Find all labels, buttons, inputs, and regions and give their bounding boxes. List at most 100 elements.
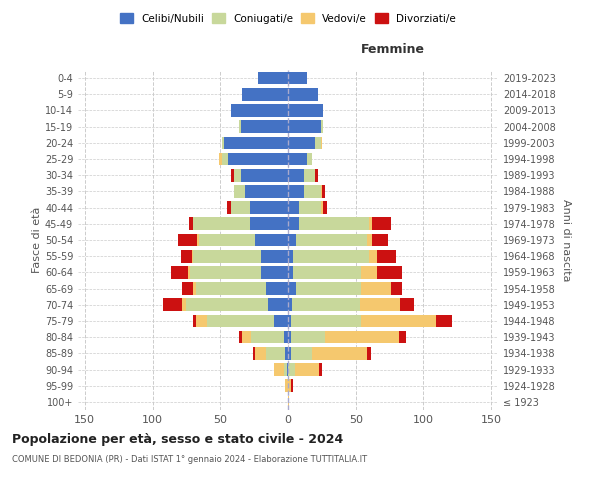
Bar [367, 234, 372, 246]
Bar [288, 266, 293, 278]
Bar [242, 331, 251, 344]
Bar [239, 331, 242, 344]
Text: COMUNE DI BEDONIA (PR) - Dati ISTAT 1° gennaio 2024 - Elaborazione TUTTITALIA.IT: COMUNE DI BEDONIA (PR) - Dati ISTAT 1° g… [12, 455, 367, 464]
Bar [234, 185, 245, 198]
Bar [377, 250, 397, 262]
Bar [288, 72, 307, 85]
Bar [313, 347, 367, 360]
Bar [287, 363, 288, 376]
Bar [322, 185, 325, 198]
Bar [288, 152, 307, 166]
Bar [258, 72, 288, 85]
Bar [266, 282, 288, 295]
Bar [178, 234, 197, 246]
Bar [400, 298, 414, 311]
Bar [291, 380, 293, 392]
Bar [293, 250, 369, 262]
Bar [299, 218, 369, 230]
Bar [188, 266, 190, 278]
Bar [288, 282, 296, 295]
Bar [304, 185, 320, 198]
Bar [304, 169, 315, 181]
Bar [293, 266, 361, 278]
Legend: Celibi/Nubili, Coniugati/e, Vedovi/e, Divorziati/e: Celibi/Nubili, Coniugati/e, Vedovi/e, Di… [117, 10, 459, 26]
Y-axis label: Fasce di età: Fasce di età [32, 207, 42, 273]
Bar [231, 104, 288, 117]
Bar [274, 314, 288, 328]
Bar [288, 331, 291, 344]
Bar [253, 347, 256, 360]
Bar [221, 136, 224, 149]
Bar [187, 298, 268, 311]
Bar [288, 234, 296, 246]
Bar [320, 136, 322, 149]
Bar [285, 347, 288, 360]
Bar [399, 331, 406, 344]
Bar [361, 266, 377, 278]
Bar [219, 152, 221, 166]
Bar [292, 298, 360, 311]
Bar [163, 298, 182, 311]
Bar [266, 347, 285, 360]
Bar [288, 104, 323, 117]
Bar [182, 298, 187, 311]
Bar [268, 298, 288, 311]
Bar [172, 266, 188, 278]
Bar [325, 331, 399, 344]
Bar [181, 250, 192, 262]
Bar [320, 120, 323, 133]
Bar [193, 314, 196, 328]
Bar [296, 282, 361, 295]
Bar [207, 314, 274, 328]
Bar [369, 218, 372, 230]
Bar [288, 250, 293, 262]
Bar [372, 218, 391, 230]
Bar [360, 298, 400, 311]
Bar [221, 152, 229, 166]
Bar [234, 169, 241, 181]
Bar [227, 202, 231, 214]
Bar [299, 202, 320, 214]
Bar [377, 266, 402, 278]
Bar [288, 363, 295, 376]
Bar [436, 314, 452, 328]
Bar [369, 250, 377, 262]
Bar [193, 282, 196, 295]
Bar [315, 136, 320, 149]
Bar [193, 218, 250, 230]
Bar [288, 218, 299, 230]
Bar [307, 152, 313, 166]
Bar [239, 120, 241, 133]
Bar [288, 396, 289, 408]
Bar [197, 234, 199, 246]
Bar [256, 234, 288, 246]
Bar [320, 185, 322, 198]
Bar [189, 218, 193, 230]
Bar [231, 202, 250, 214]
Bar [284, 331, 288, 344]
Bar [251, 331, 284, 344]
Text: Femmine: Femmine [361, 44, 425, 57]
Bar [288, 202, 299, 214]
Bar [242, 88, 288, 101]
Bar [320, 202, 323, 214]
Bar [319, 363, 322, 376]
Bar [241, 169, 288, 181]
Bar [291, 331, 325, 344]
Bar [241, 120, 288, 133]
Bar [288, 120, 320, 133]
Bar [391, 282, 402, 295]
Bar [288, 298, 292, 311]
Bar [323, 202, 327, 214]
Bar [250, 202, 288, 214]
Bar [224, 136, 288, 149]
Bar [288, 314, 291, 328]
Bar [285, 380, 288, 392]
Bar [361, 314, 436, 328]
Bar [288, 347, 291, 360]
Bar [288, 185, 304, 198]
Text: Popolazione per età, sesso e stato civile - 2024: Popolazione per età, sesso e stato civil… [12, 432, 343, 446]
Bar [288, 88, 318, 101]
Bar [182, 282, 193, 295]
Bar [291, 314, 361, 328]
